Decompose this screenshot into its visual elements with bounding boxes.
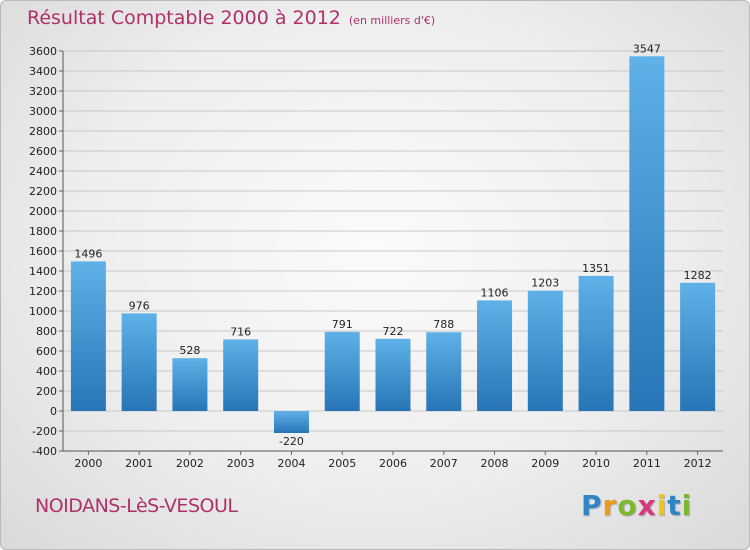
y-tick-label: 2600 — [29, 145, 57, 158]
y-tick-label: 2800 — [29, 125, 57, 138]
bar — [273, 411, 309, 433]
x-tick-label: 2008 — [481, 457, 509, 470]
bar — [223, 339, 259, 411]
chart-title: Résultat Comptable 2000 à 2012 (en millie… — [27, 7, 435, 29]
x-tick-label: 2005 — [328, 457, 356, 470]
data-labels: 1496 976 528 716 -220 791 722 788 1106 1203 1351 35… — [74, 42, 711, 448]
y-tick-label: 0 — [50, 405, 57, 418]
y-tick-label: 2000 — [29, 205, 57, 218]
bar — [578, 275, 614, 411]
y-tick-label: 200 — [36, 385, 57, 398]
y-tick-label: 1600 — [29, 245, 57, 258]
bar — [527, 290, 563, 411]
data-label: 1496 — [74, 247, 102, 260]
y-tick-label: 400 — [36, 365, 57, 378]
bars — [70, 56, 716, 433]
data-label: 1203 — [531, 277, 559, 290]
commune-name: NOIDANS-LèS-VESOUL — [35, 495, 238, 517]
y-tick-label: 3400 — [29, 65, 57, 78]
y-tick-label: 600 — [36, 345, 57, 358]
y-tick-label: 2400 — [29, 165, 57, 178]
y-tick-label: -200 — [32, 425, 57, 438]
x-tick-label: 2003 — [227, 457, 255, 470]
y-tick-label: 3200 — [29, 85, 57, 98]
y-tick-label: 1000 — [29, 305, 57, 318]
y-tick-label: 3600 — [29, 45, 57, 58]
x-tick-label: 2001 — [125, 457, 153, 470]
x-tick-label: 2009 — [531, 457, 559, 470]
data-label: 791 — [332, 318, 353, 331]
logo-letter: o — [617, 489, 638, 522]
axes: -400 -200 0 200 400 600 800 1000 1200 1400 1600 180… — [29, 45, 723, 470]
bar — [477, 300, 513, 411]
data-label: 788 — [433, 318, 454, 331]
bar — [375, 338, 411, 411]
x-tick-label: 2006 — [379, 457, 407, 470]
bar — [324, 331, 360, 411]
data-label: 528 — [179, 344, 200, 357]
data-label: 3547 — [633, 42, 661, 55]
bar — [121, 313, 157, 411]
data-label: 1351 — [582, 262, 610, 275]
y-tick-label: 1800 — [29, 225, 57, 238]
subtitle-text: (en milliers d'€) — [348, 14, 436, 27]
x-tick-label: 2000 — [74, 457, 102, 470]
y-tick-label: 1200 — [29, 285, 57, 298]
logo-letter: P — [581, 489, 603, 522]
data-label: 1106 — [481, 286, 509, 299]
y-tick-label: 3000 — [29, 105, 57, 118]
data-label: 976 — [129, 299, 150, 312]
y-tick-label: 2200 — [29, 185, 57, 198]
x-tick-label: 2012 — [684, 457, 712, 470]
bar — [70, 261, 106, 411]
x-tick-label: 2004 — [277, 457, 305, 470]
bar — [172, 358, 208, 411]
logo-letter: t — [667, 489, 682, 522]
y-tick-label: -400 — [32, 445, 57, 458]
x-tick-label: 2002 — [176, 457, 204, 470]
x-tick-label: 2010 — [582, 457, 610, 470]
data-label: 1282 — [684, 269, 712, 282]
title-text: Résultat Comptable 2000 à 2012 — [27, 7, 341, 29]
logo-letter: x — [637, 489, 657, 522]
logo-letter: r — [602, 489, 618, 522]
logo-letter: i — [656, 489, 668, 522]
bar — [680, 282, 716, 411]
data-label: 716 — [230, 325, 251, 338]
bar — [629, 56, 665, 412]
data-label: 722 — [383, 325, 404, 338]
y-tick-label: 800 — [36, 325, 57, 338]
proxiti-logo: Proxiti — [581, 489, 692, 522]
y-tick-label: 1400 — [29, 265, 57, 278]
logo-letter: i — [681, 489, 693, 522]
data-label: -220 — [279, 435, 304, 448]
x-tick-label: 2007 — [430, 457, 458, 470]
bar — [426, 332, 462, 411]
x-tick-label: 2011 — [633, 457, 661, 470]
